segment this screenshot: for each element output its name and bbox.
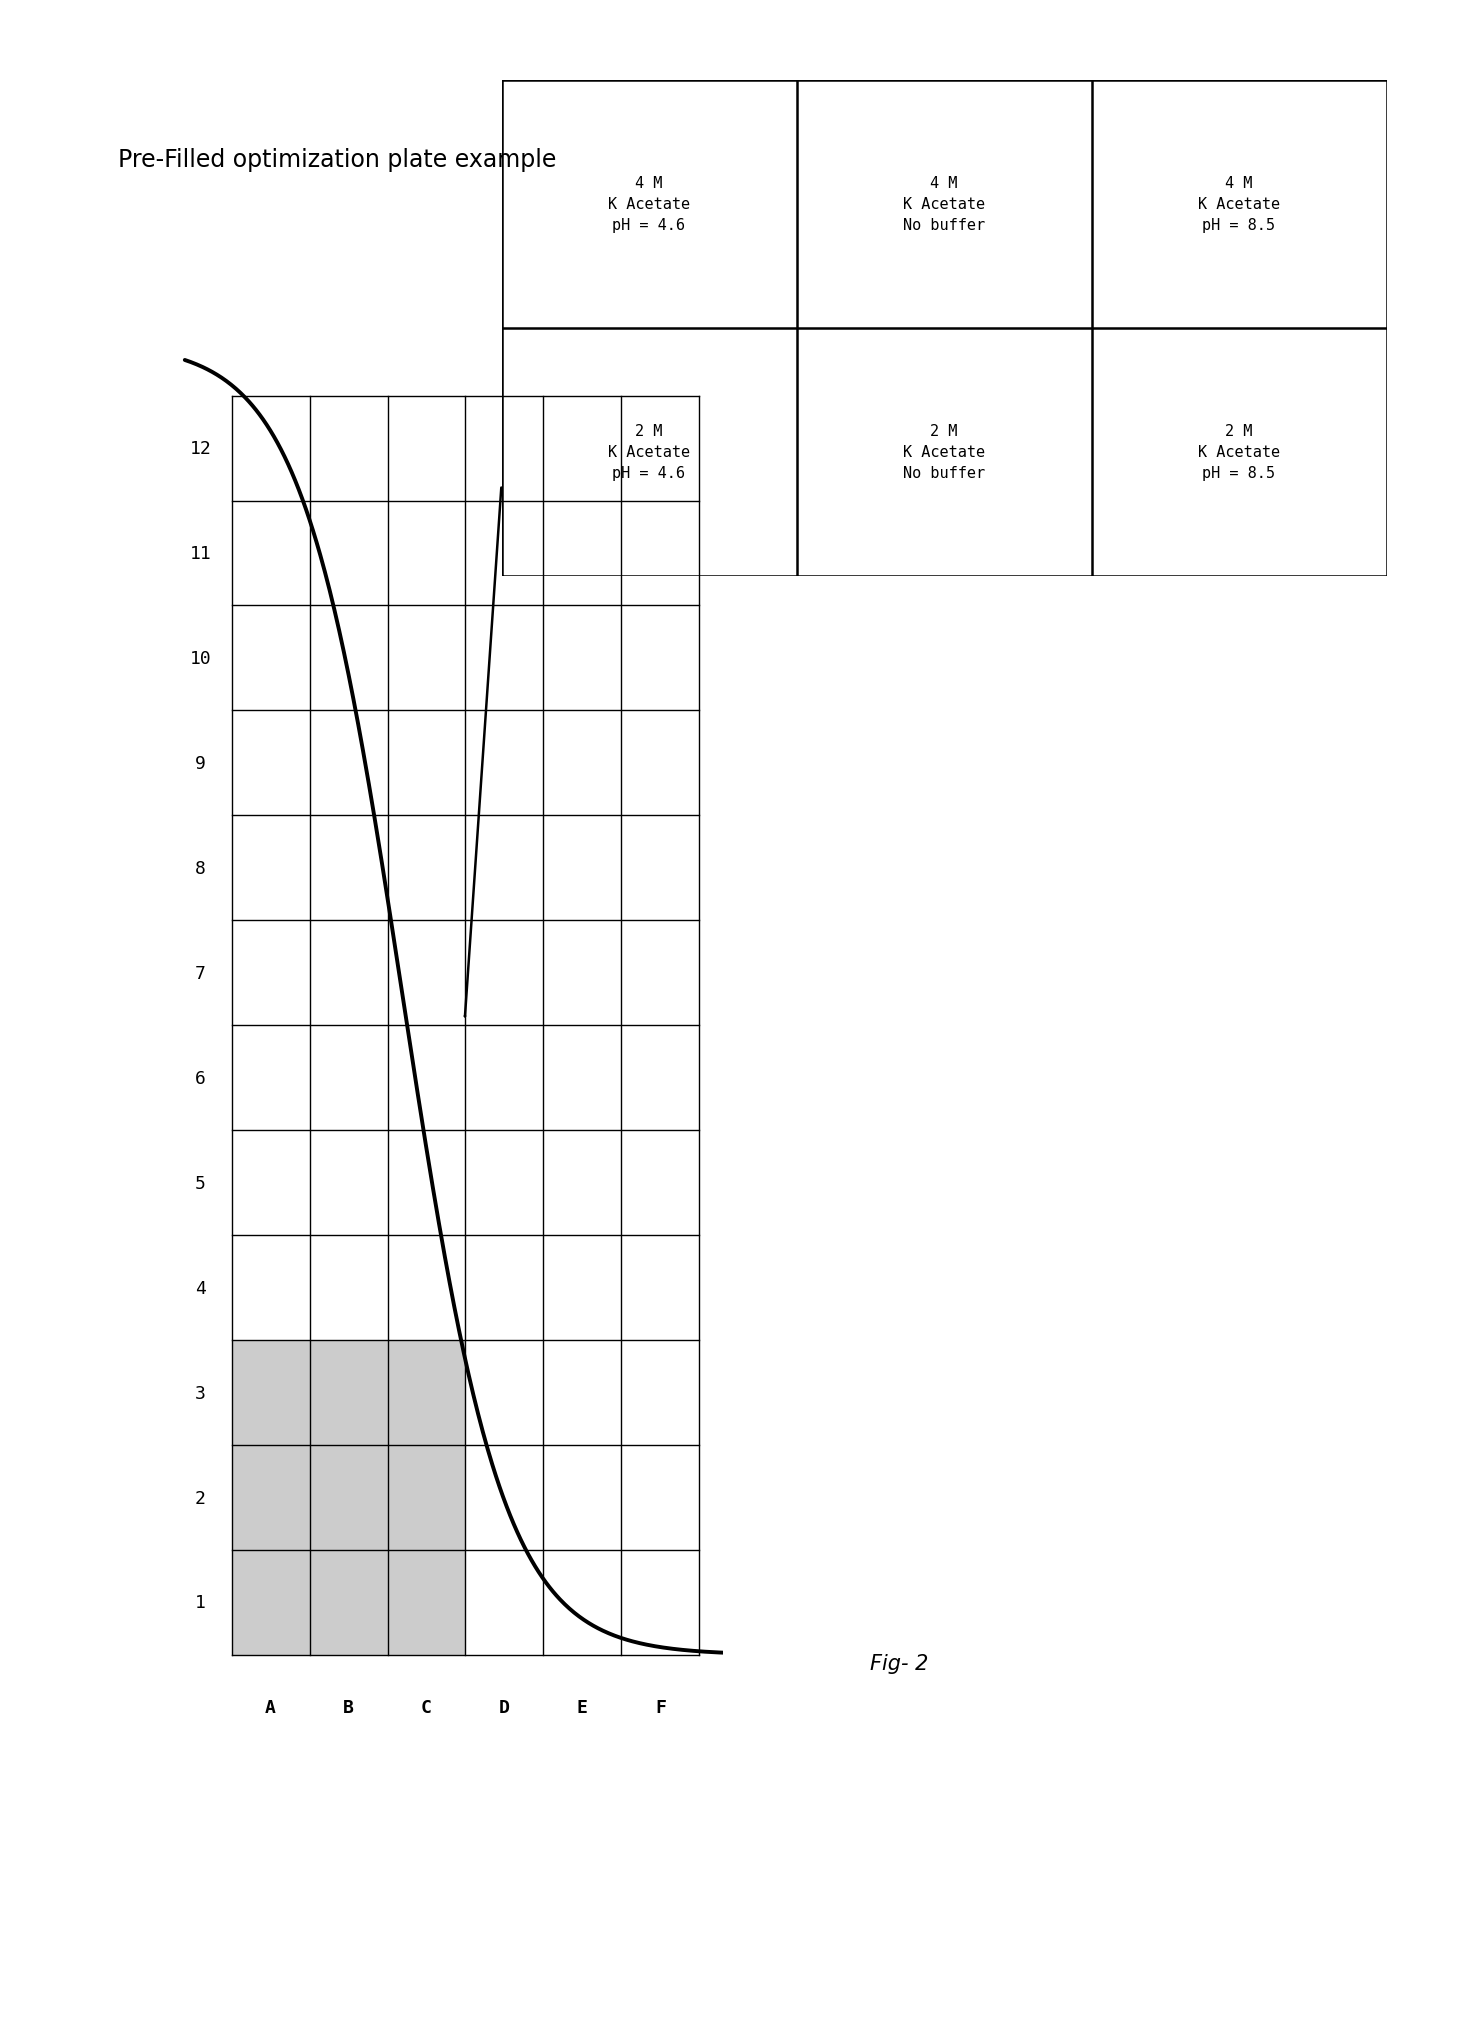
Text: 4 M
K Acetate
pH = 8.5: 4 M K Acetate pH = 8.5	[1198, 176, 1280, 233]
Text: 1: 1	[195, 1594, 207, 1612]
Text: 9: 9	[195, 755, 207, 773]
Text: 5: 5	[195, 1173, 207, 1192]
Text: B: B	[344, 1699, 354, 1718]
Text: 2: 2	[195, 1489, 207, 1507]
Text: 4: 4	[195, 1279, 207, 1297]
Bar	[310, 1444, 388, 1550]
Text: 4 M
K Acetate
No buffer: 4 M K Acetate No buffer	[903, 176, 985, 233]
Text: 4 M
K Acetate
pH = 4.6: 4 M K Acetate pH = 4.6	[608, 176, 690, 233]
Text: 11: 11	[189, 544, 211, 562]
Text: Pre-Filled optimization plate example: Pre-Filled optimization plate example	[118, 148, 556, 172]
Text: A: A	[266, 1699, 276, 1718]
Bar	[310, 1550, 388, 1655]
Bar	[310, 1341, 388, 1444]
Text: 8: 8	[195, 860, 207, 878]
Text: 10: 10	[189, 649, 211, 668]
Bar	[388, 1444, 466, 1550]
Text: C: C	[420, 1699, 432, 1718]
Text: 3: 3	[195, 1384, 207, 1402]
Text: D: D	[499, 1699, 510, 1718]
Bar	[388, 1550, 466, 1655]
Text: E: E	[577, 1699, 589, 1718]
Text: 12: 12	[189, 439, 211, 457]
Text: 2 M
K Acetate
pH = 8.5: 2 M K Acetate pH = 8.5	[1198, 425, 1280, 481]
Text: F: F	[655, 1699, 665, 1718]
Text: Fig- 2: Fig- 2	[870, 1653, 929, 1673]
Text: 2 M
K Acetate
No buffer: 2 M K Acetate No buffer	[903, 425, 985, 481]
Bar	[232, 1341, 310, 1444]
Text: 6: 6	[195, 1070, 207, 1086]
Bar	[388, 1341, 466, 1444]
Text: 7: 7	[195, 965, 207, 983]
Text: 2 M
K Acetate
pH = 4.6: 2 M K Acetate pH = 4.6	[608, 425, 690, 481]
Bar	[232, 1444, 310, 1550]
Bar	[232, 1550, 310, 1655]
